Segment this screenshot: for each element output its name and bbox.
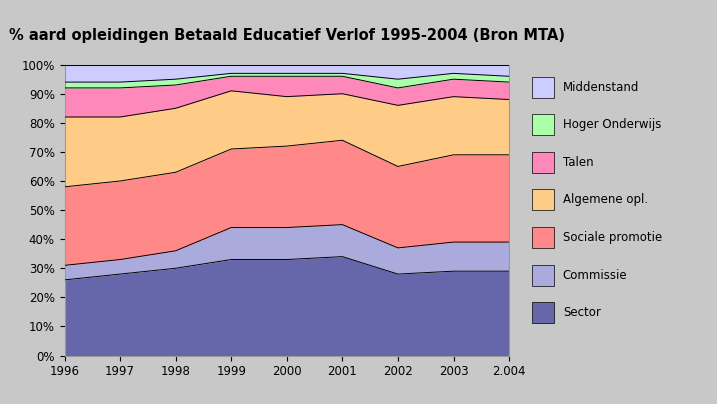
Text: Hoger Onderwijs: Hoger Onderwijs [563, 118, 661, 131]
Text: Algemene opl.: Algemene opl. [563, 194, 648, 206]
Text: Commissie: Commissie [563, 269, 627, 282]
Text: % aard opleidingen Betaald Educatief Verlof 1995-2004 (Bron MTA): % aard opleidingen Betaald Educatief Ver… [9, 28, 565, 43]
Text: Sociale promotie: Sociale promotie [563, 231, 662, 244]
FancyBboxPatch shape [532, 189, 554, 210]
FancyBboxPatch shape [532, 265, 554, 286]
Text: Middenstand: Middenstand [563, 81, 640, 94]
FancyBboxPatch shape [532, 77, 554, 98]
FancyBboxPatch shape [532, 302, 554, 323]
FancyBboxPatch shape [532, 152, 554, 173]
FancyBboxPatch shape [532, 227, 554, 248]
FancyBboxPatch shape [532, 114, 554, 135]
Text: Sector: Sector [563, 306, 601, 319]
Text: Talen: Talen [563, 156, 594, 169]
